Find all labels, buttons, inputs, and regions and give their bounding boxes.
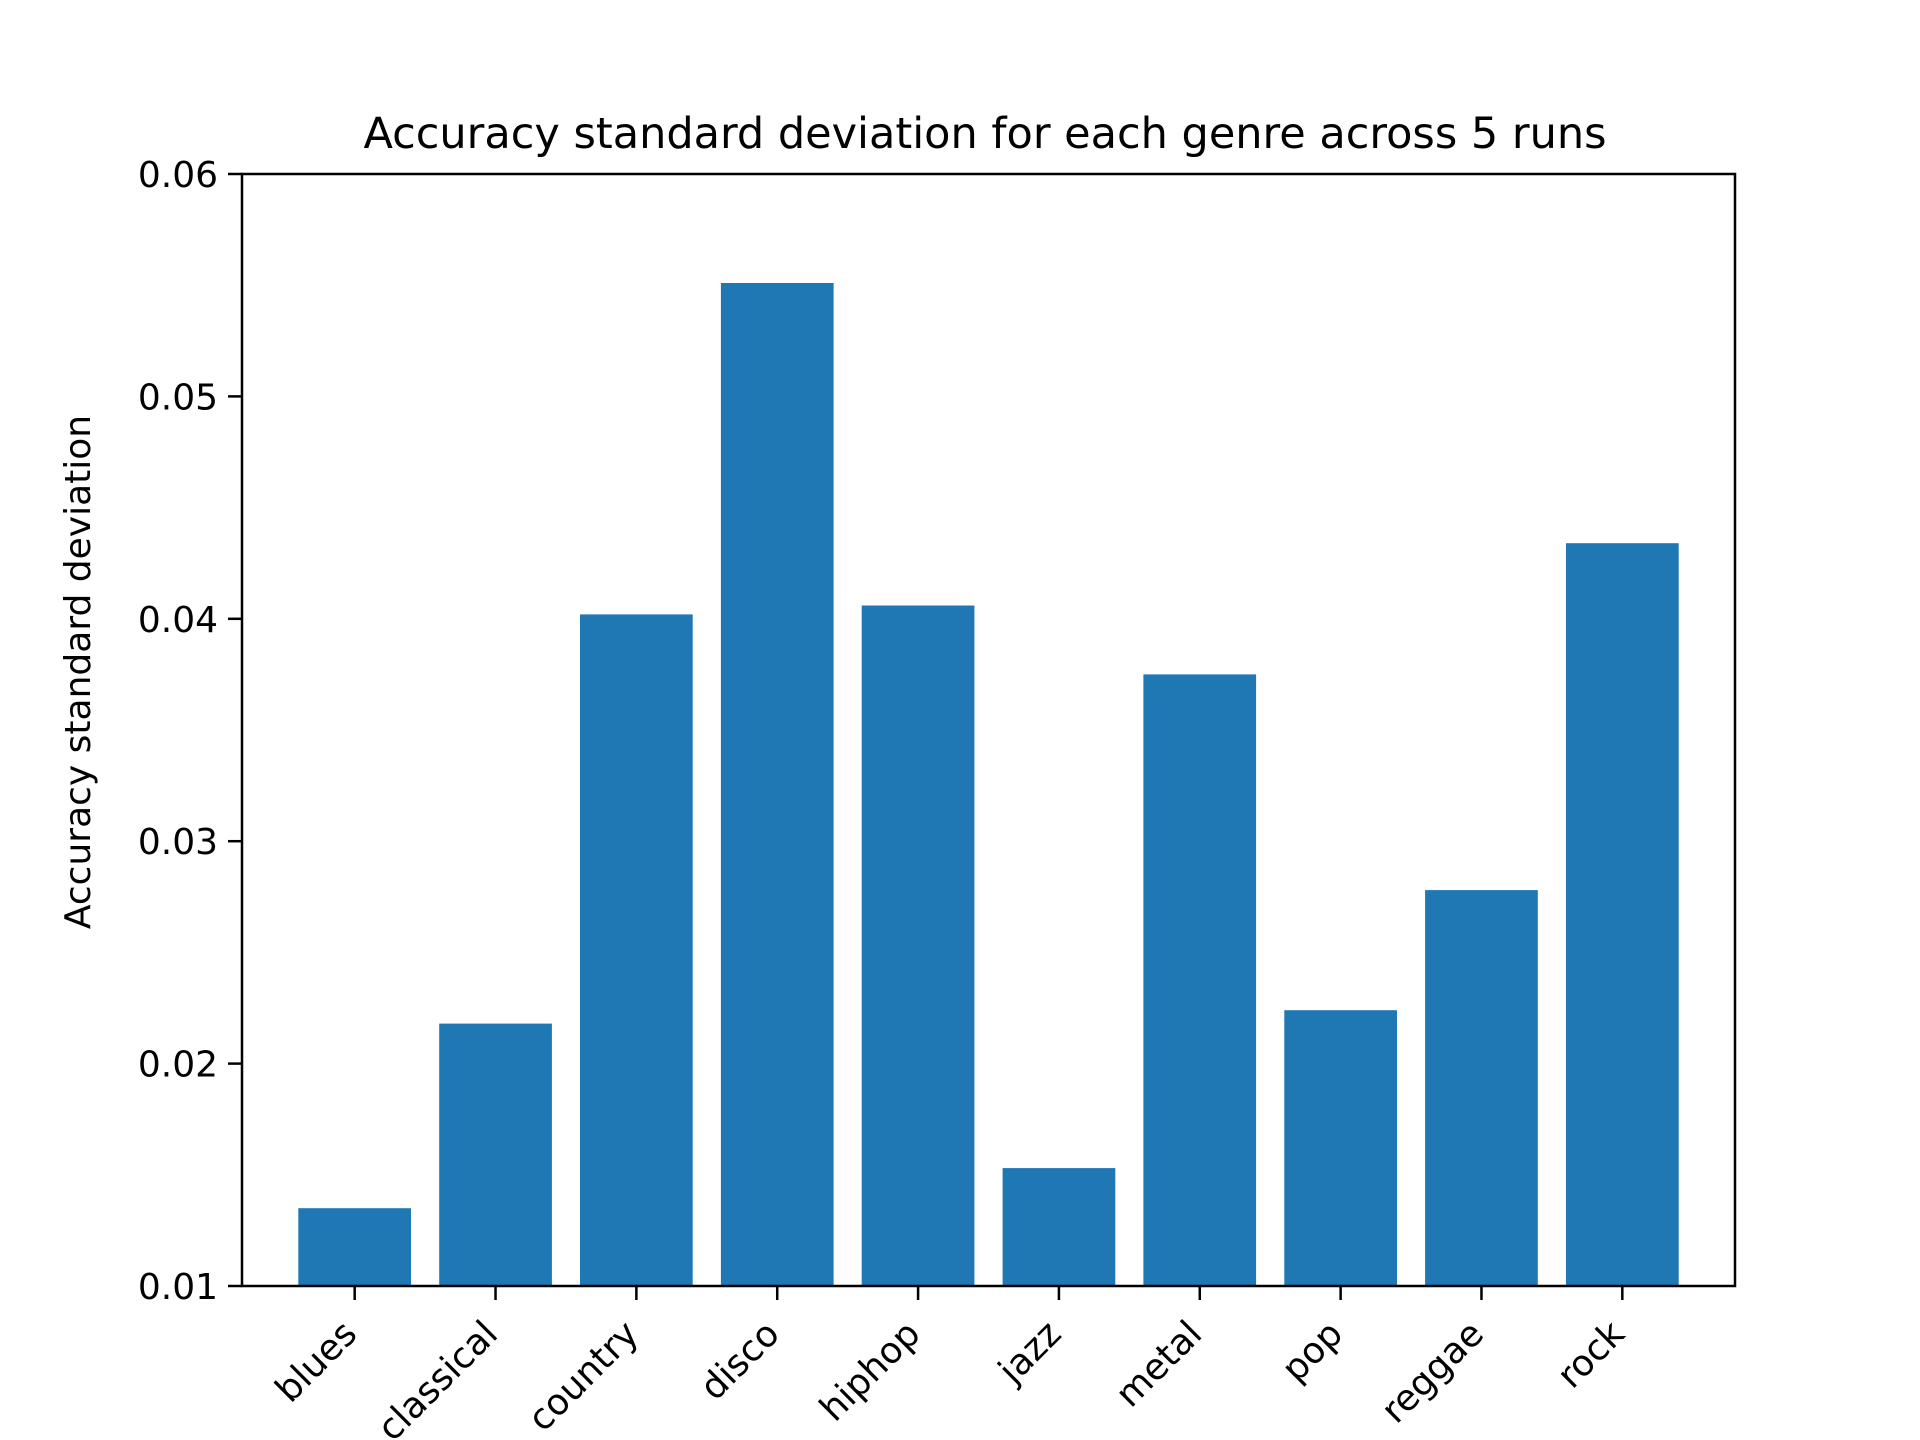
bar-disco [720, 283, 834, 1286]
x-tick-label-jazz: jazz [990, 1313, 1069, 1392]
bar-jazz [1002, 1168, 1116, 1286]
y-axis-label: Accuracy standard deviation [58, 415, 99, 929]
y-axis: 0.01 0.02 0.03 0.04 0.05 0.06 [138, 155, 242, 1308]
plot-frame [240, 172, 1737, 1288]
y-tick-label: 0.04 [138, 600, 218, 641]
y-tick-label: 0.06 [138, 155, 218, 196]
x-tick-label-country: country [521, 1313, 647, 1439]
bar-hiphop [861, 605, 975, 1286]
bar-rock [1566, 543, 1679, 1286]
x-tick-label-pop: pop [1274, 1313, 1351, 1390]
y-tick-label: 0.05 [138, 377, 218, 418]
x-axis: blues classical country disco hiphop jazz meta… [268, 1286, 1633, 1440]
bar-country [580, 614, 693, 1286]
x-tick-label-hiphop: hiphop [812, 1313, 928, 1429]
y-tick-label: 0.03 [138, 822, 218, 863]
x-tick-label-reggae: reggae [1374, 1313, 1492, 1431]
y-tick-label: 0.02 [138, 1045, 218, 1086]
x-tick-label-metal: metal [1108, 1313, 1210, 1415]
x-tick-label-classical: classical [370, 1313, 506, 1440]
bar-metal [1143, 674, 1257, 1286]
y-tick-label: 0.01 [138, 1267, 218, 1308]
bar-classical [439, 1023, 552, 1286]
bar-pop [1284, 1010, 1397, 1286]
x-tick-label-disco: disco [693, 1313, 788, 1408]
bar-reggae [1425, 890, 1538, 1286]
chart-title: Accuracy standard deviation for each gen… [363, 109, 1606, 159]
x-tick-label-rock: rock [1550, 1313, 1633, 1396]
x-tick-label-blues: blues [268, 1313, 365, 1410]
bars-group [298, 283, 1679, 1286]
bar-blues [298, 1208, 411, 1286]
